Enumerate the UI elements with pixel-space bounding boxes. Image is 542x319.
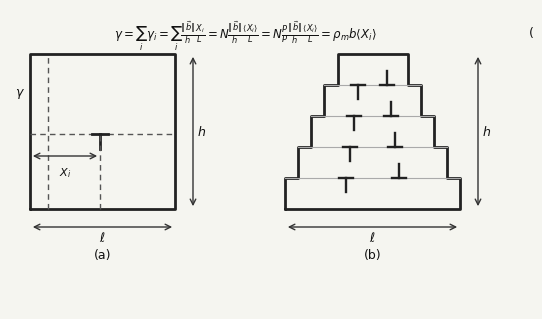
Text: $\gamma = \sum_{i}\gamma_i = \sum_{i}\frac{\|\vec{b}\|}{h}\frac{X_i}{L} = N\frac: $\gamma = \sum_{i}\gamma_i = \sum_{i}\fr… <box>114 19 376 53</box>
Text: $\ell$: $\ell$ <box>99 231 106 245</box>
Text: $X_i$: $X_i$ <box>59 166 71 180</box>
Text: $\ell$: $\ell$ <box>369 231 376 245</box>
Text: $h$: $h$ <box>482 124 491 138</box>
Text: $h$: $h$ <box>197 124 206 138</box>
Text: (b): (b) <box>364 249 382 262</box>
Text: $(\ $: $(\ $ <box>528 25 534 40</box>
Text: $\gamma$: $\gamma$ <box>15 87 25 101</box>
Text: (a): (a) <box>94 249 111 262</box>
